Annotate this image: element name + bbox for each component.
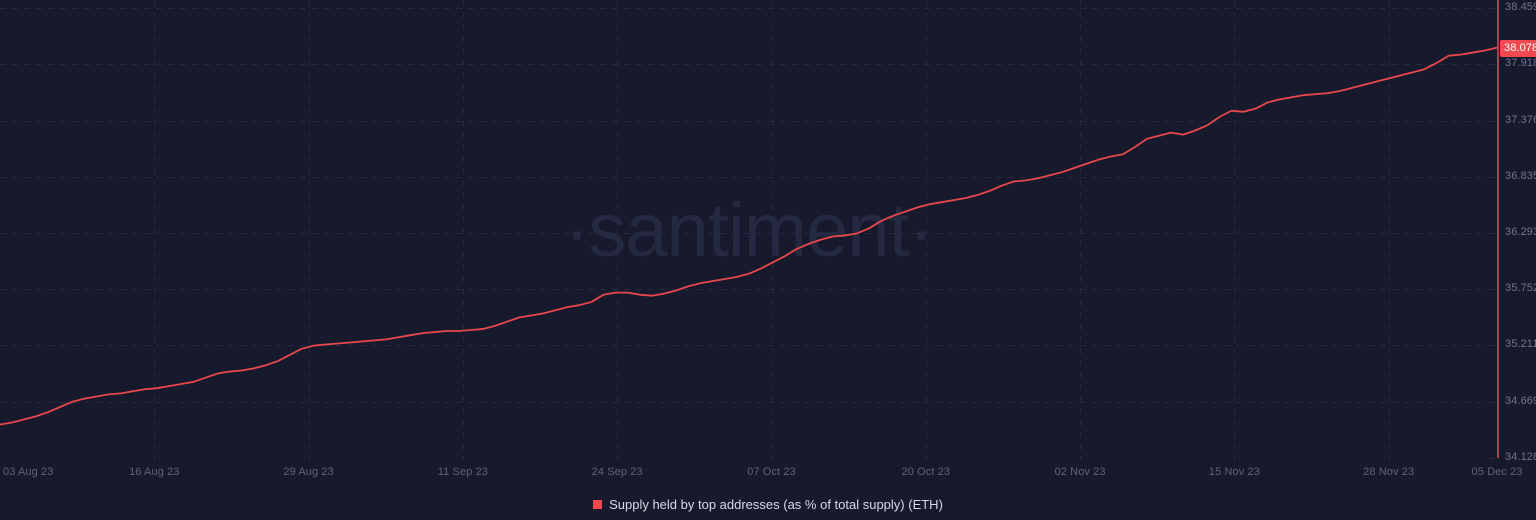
y-axis-tick-label: 37.376	[1505, 113, 1536, 126]
y-axis-tick-label: 38.459	[1505, 1, 1536, 13]
y-axis-line	[1497, 0, 1499, 458]
x-axis-tick-label: 28 Nov 23	[1363, 466, 1415, 478]
y-axis-tick-label: 34.669	[1505, 394, 1536, 407]
y-axis-tick-mark	[1489, 120, 1495, 122]
y-axis-tick-label: 36.835	[1505, 169, 1536, 182]
x-axis-tick-label: 05 Dec 23	[1471, 466, 1523, 478]
x-axis-tick-label: 15 Nov 23	[1208, 466, 1260, 478]
y-axis-tick-label: 34.128	[1505, 451, 1536, 463]
x-axis: 03 Aug 23 16 Aug 23 29 Aug 23 11 Sep 23 24 S…	[0, 460, 1536, 488]
x-axis-tick-label: 24 Sep 23	[591, 466, 643, 478]
y-axis-tick-label: 36.293	[1505, 226, 1536, 239]
legend-item-supply-top-addresses[interactable]: Supply held by top addresses (as % of to…	[593, 497, 943, 512]
y-axis-tick-label: 35.752	[1505, 282, 1536, 295]
x-axis-tick-label: 20 Oct 23	[901, 466, 951, 478]
y-axis: 38.459 37.918 37.376 36.835 36.293 35.752 35.2…	[1489, 0, 1536, 463]
y-axis-tick-mark	[1489, 289, 1495, 291]
x-axis-tick-label: 16 Aug 23	[129, 466, 180, 478]
chart-line-series	[0, 46, 1497, 426]
y-axis-tick-label: 35.211	[1505, 338, 1536, 351]
y-axis-tick-mark	[1489, 233, 1495, 235]
y-axis-tick-mark	[1489, 64, 1495, 66]
y-axis-tick-mark	[1489, 345, 1495, 347]
y-axis-tick-mark	[1489, 176, 1495, 178]
y-axis-tick-label: 37.918	[1505, 57, 1536, 70]
y-axis-tick-mark	[1489, 8, 1495, 9]
chart-legend: Supply held by top addresses (as % of to…	[0, 488, 1536, 520]
chart-plot-area: ·santiment·	[0, 0, 1497, 460]
y-axis-tick-mark	[1489, 458, 1495, 459]
current-value-badge: 38.078	[1500, 39, 1536, 57]
chart-series-layer	[0, 46, 1497, 426]
x-axis-tick-label: 29 Aug 23	[283, 466, 334, 478]
legend-swatch-icon	[593, 499, 603, 509]
y-axis-tick-mark	[1489, 401, 1495, 403]
x-axis-tick-label: 11 Sep 23	[437, 466, 489, 478]
chart-gridlines	[0, 0, 1497, 460]
legend-item-label: Supply held by top addresses (as % of to…	[609, 496, 943, 512]
x-axis-tick-label: 07 Oct 23	[747, 466, 796, 478]
x-axis-tick-label: 02 Nov 23	[1054, 466, 1106, 478]
x-axis-tick-label: 03 Aug 23	[3, 466, 54, 478]
